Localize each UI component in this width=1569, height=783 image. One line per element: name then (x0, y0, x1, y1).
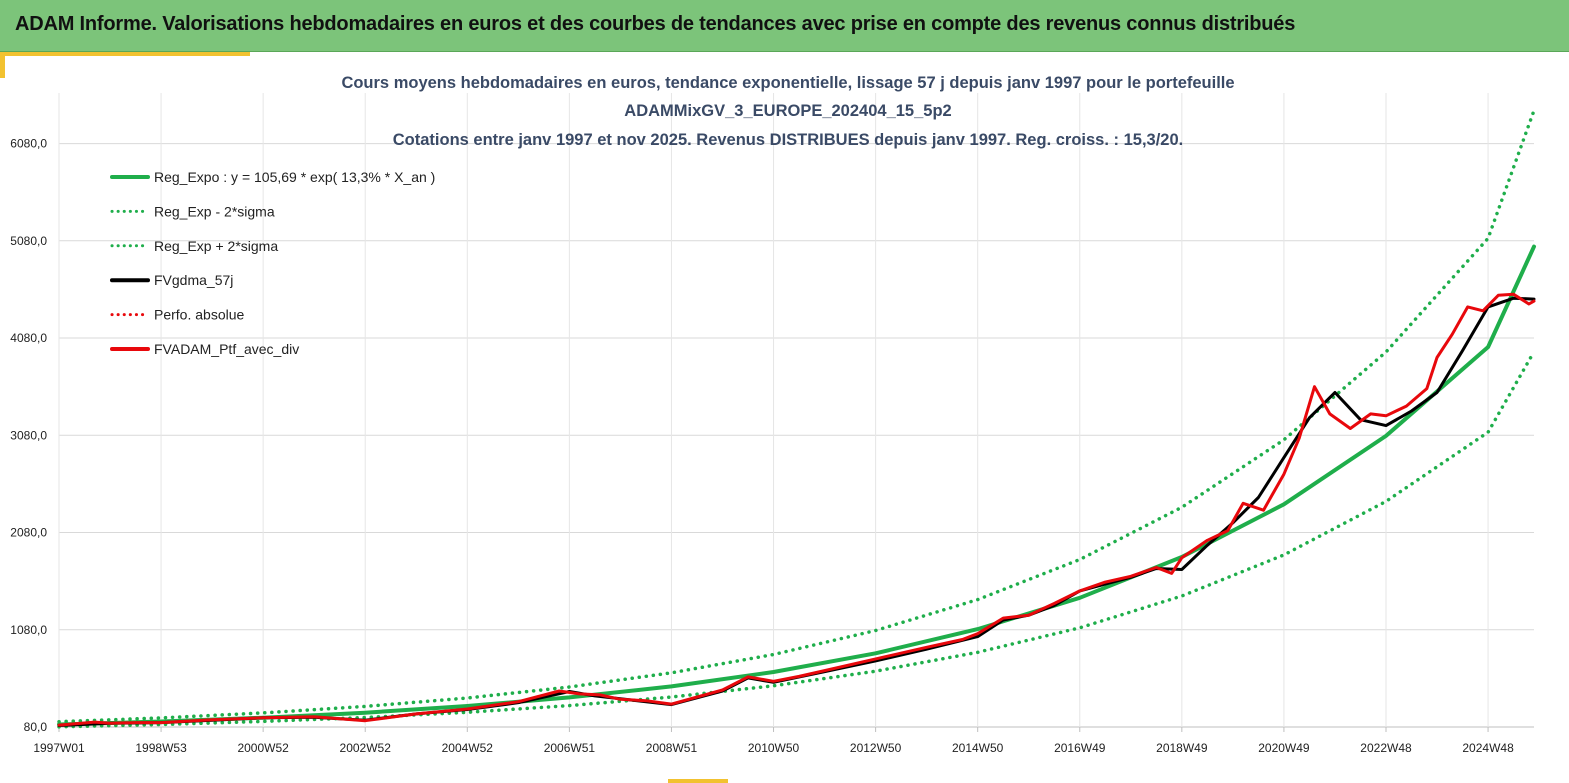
legend-label: Perfo. absolue (154, 307, 244, 323)
chart-title-line: ADAMMixGV_3_EUROPE_202404_15_5p2 (624, 102, 951, 120)
y-tick-label: 6080,0 (10, 137, 47, 151)
x-tick-label: 2004W52 (442, 741, 494, 755)
accent-bar-left (0, 52, 5, 78)
x-tick-label: 2020W49 (1258, 741, 1310, 755)
y-tick-label: 3080,0 (10, 428, 47, 442)
y-tick-label: 4080,0 (10, 331, 47, 345)
y-tick-label: 1080,0 (10, 623, 47, 637)
chart-title-line: Cours moyens hebdomadaires en euros, ten… (341, 74, 1234, 92)
legend-label: Reg_Expo : y = 105,69 * exp( 13,3% * X_a… (154, 169, 435, 185)
chart-svg: Cours moyens hebdomadaires en euros, ten… (10, 74, 1536, 755)
legend-label: FVgdma_57j (154, 272, 233, 288)
x-tick-label: 2024W48 (1462, 741, 1514, 755)
x-tick-label: 2008W51 (646, 741, 698, 755)
x-tick-label: 2018W49 (1156, 741, 1208, 755)
x-tick-label: 2002W52 (340, 741, 392, 755)
y-tick-label: 80,0 (24, 720, 48, 734)
x-axis-ticks: 1997W01 1998W53 2000W52 2002W52 2004W52 2006W… (33, 741, 1514, 755)
gridlines (58, 93, 1534, 732)
series-lines (57, 108, 1536, 729)
chart-title: Cours moyens hebdomadaires en euros, ten… (341, 74, 1234, 149)
x-tick-label: 2006W51 (544, 741, 596, 755)
legend-label: Reg_Exp + 2*sigma (154, 238, 278, 254)
accent-bar-bottom (668, 779, 728, 783)
legend: Reg_Expo : y = 105,69 * exp( 13,3% * X_a… (110, 169, 435, 357)
x-tick-label: 1997W01 (33, 741, 85, 755)
page-title: ADAM Informe. Valorisations hebdomadaire… (15, 13, 1296, 35)
chart-title-line: Cotations entre janv 1997 et nov 2025. R… (393, 131, 1183, 149)
x-tick-label: 2014W50 (952, 741, 1004, 755)
x-tick-label: 2012W50 (850, 741, 902, 755)
series-line-3 (57, 296, 1536, 727)
x-tick-label: 2022W48 (1360, 741, 1412, 755)
series-line-2 (57, 108, 1536, 724)
legend-label: Reg_Exp - 2*sigma (154, 203, 275, 219)
x-tick-label: 2010W50 (748, 741, 800, 755)
accent-bar-top (0, 52, 250, 56)
series-line-4 (57, 292, 1536, 727)
y-tick-label: 2080,0 (10, 526, 47, 540)
series-line-0 (57, 244, 1536, 727)
chart-area: Cours moyens hebdomadaires en euros, ten… (0, 52, 1569, 783)
series-line-1 (57, 349, 1536, 729)
y-axis-ticks: 80,0 1080,0 2080,0 3080,0 4080,0 5080,0 6080,0 (10, 137, 47, 734)
legend-label: FVADAM_Ptf_avec_div (154, 341, 299, 357)
y-tick-label: 5080,0 (10, 234, 47, 248)
x-tick-label: 2016W49 (1054, 741, 1106, 755)
header-bar: ADAM Informe. Valorisations hebdomadaire… (0, 0, 1569, 52)
x-tick-label: 2000W52 (237, 741, 289, 755)
x-tick-label: 1998W53 (135, 741, 187, 755)
